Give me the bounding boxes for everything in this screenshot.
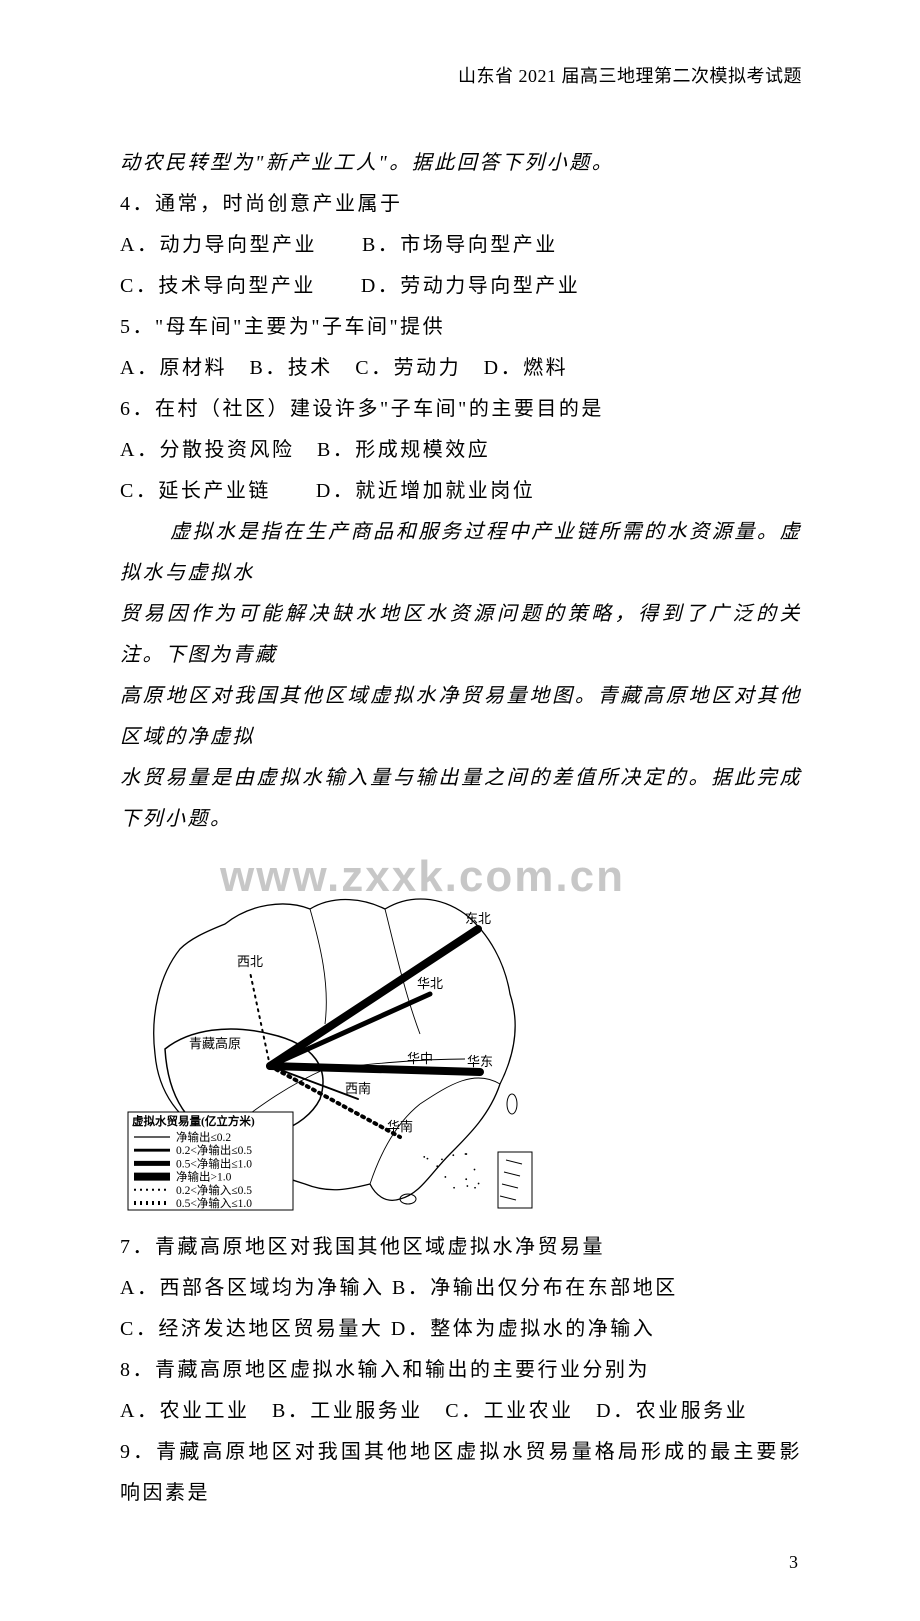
passage2-l3: 高原地区对我国其他区域虚拟水净贸易量地图。青藏高原地区对其他区域的净虚拟 <box>120 676 802 758</box>
page: 山东省 2021 届高三地理第二次模拟考试题 动农民转型为"新产业工人"。据此回… <box>0 0 920 1621</box>
svg-text:净输出≤0.2: 净输出≤0.2 <box>176 1130 231 1144</box>
q9-stem: 9．青藏高原地区对我国其他地区虚拟水贸易量格局形成的最主要影响因素是 <box>120 1432 802 1514</box>
q8-opts: A．农业工业 B．工业服务业 C．工业农业 D．农业服务业 <box>120 1391 802 1432</box>
svg-text:0.2<净输出≤0.5: 0.2<净输出≤0.5 <box>176 1143 252 1157</box>
q7-opts-1: A．西部各区域均为净输入 B．净输出仅分布在东部地区 <box>120 1268 802 1309</box>
q6-stem: 6．在村（社区）建设许多"子车间"的主要目的是 <box>120 389 802 430</box>
svg-text:净输出>1.0: 净输出>1.0 <box>176 1169 232 1183</box>
page-number: 3 <box>120 1544 802 1581</box>
figure-wrap: www.zxxk.com.cn 青藏高原西北东北华北华东华中西南华南虚拟水贸易量… <box>120 854 802 1219</box>
svg-text:0.2<净输入≤0.5: 0.2<净输入≤0.5 <box>176 1183 252 1197</box>
intro-line: 动农民转型为"新产业工人"。据此回答下列小题。 <box>120 143 802 184</box>
q7-opts-2: C．经济发达地区贸易量大 D．整体为虚拟水的净输入 <box>120 1309 802 1350</box>
svg-text:青藏高原: 青藏高原 <box>189 1036 241 1051</box>
q6-opts-2: C．延长产业链 D．就近增加就业岗位 <box>120 471 802 512</box>
svg-text:华南: 华南 <box>387 1119 413 1134</box>
q4-opts-2: C．技术导向型产业 D．劳动力导向型产业 <box>120 266 802 307</box>
q5-stem: 5．"母车间"主要为"子车间"提供 <box>120 307 802 348</box>
svg-text:虚拟水贸易量(亿立方米): 虚拟水贸易量(亿立方米) <box>132 1114 255 1128</box>
svg-text:西北: 西北 <box>237 954 263 969</box>
passage2-l2: 贸易因作为可能解决缺水地区水资源问题的策略，得到了广泛的关注。下图为青藏 <box>120 594 802 676</box>
map-figure: 青藏高原西北东北华北华东华中西南华南虚拟水贸易量(亿立方米)净输出≤0.20.2… <box>120 854 535 1219</box>
passage2-l1: 虚拟水是指在生产商品和服务过程中产业链所需的水资源量。虚拟水与虚拟水 <box>120 512 802 594</box>
svg-text:0.5<净输出≤1.0: 0.5<净输出≤1.0 <box>176 1156 252 1170</box>
svg-text:华中: 华中 <box>407 1051 433 1066</box>
svg-text:华北: 华北 <box>417 976 443 991</box>
passage2-l4: 水贸易量是由虚拟水输入量与输出量之间的差值所决定的。据此完成下列小题。 <box>120 758 802 840</box>
svg-text:东北: 东北 <box>465 911 491 926</box>
q4-opts-1: A．动力导向型产业 B．市场导向型产业 <box>120 225 802 266</box>
q6-opts-1: A．分散投资风险 B．形成规模效应 <box>120 430 802 471</box>
running-header: 山东省 2021 届高三地理第二次模拟考试题 <box>120 58 802 95</box>
q7-stem: 7．青藏高原地区对我国其他区域虚拟水净贸易量 <box>120 1227 802 1268</box>
svg-text:华东: 华东 <box>467 1054 493 1069</box>
q5-opts: A．原材料 B．技术 C．劳动力 D．燃料 <box>120 348 802 389</box>
svg-text:0.5<净输入≤1.0: 0.5<净输入≤1.0 <box>176 1196 252 1210</box>
q4-stem: 4．通常，时尚创意产业属于 <box>120 184 802 225</box>
svg-text:西南: 西南 <box>345 1081 371 1096</box>
q8-stem: 8．青藏高原地区虚拟水输入和输出的主要行业分别为 <box>120 1350 802 1391</box>
